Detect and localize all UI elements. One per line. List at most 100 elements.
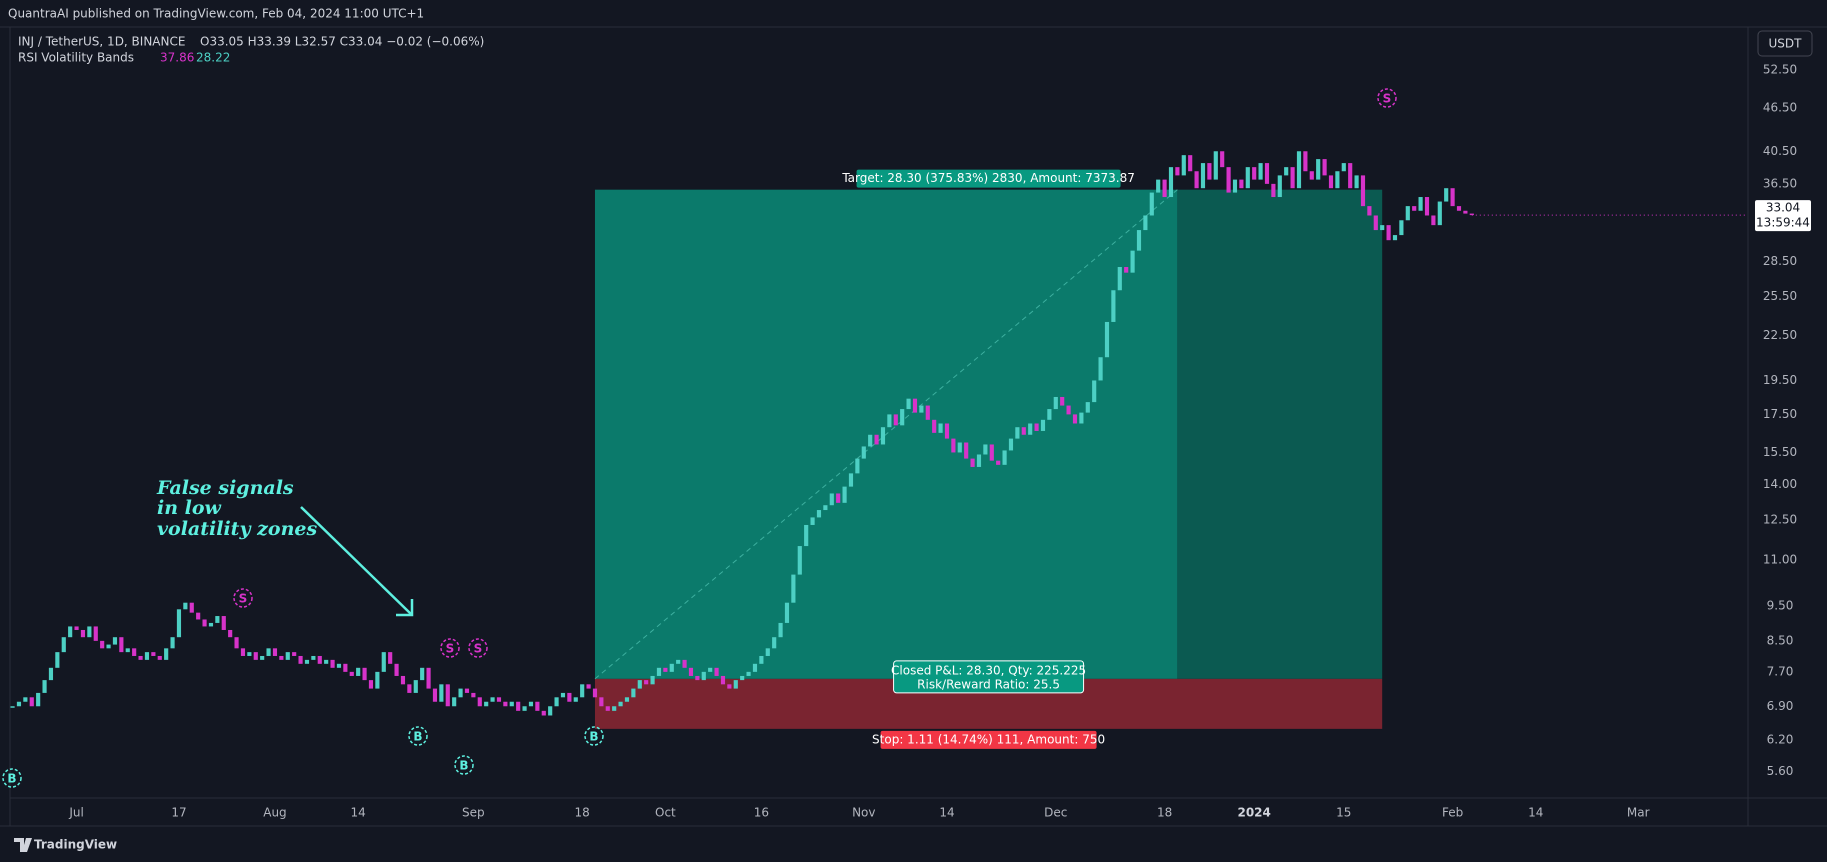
candle-body xyxy=(509,701,514,707)
signal-ring xyxy=(440,638,460,658)
candle-body xyxy=(1469,213,1474,216)
candle-body xyxy=(727,684,732,689)
candle-body xyxy=(957,442,962,453)
candle-body xyxy=(810,517,815,525)
candle-body xyxy=(944,423,950,439)
candle-body xyxy=(317,655,322,664)
candle-body xyxy=(42,680,47,693)
y-tick-label: 40.50 xyxy=(1763,144,1797,158)
candle-body xyxy=(1252,167,1257,180)
candle-body xyxy=(362,667,367,681)
candle-body xyxy=(1200,163,1206,189)
candle-body xyxy=(1136,230,1142,251)
candle-body xyxy=(695,675,700,681)
candle-body xyxy=(1290,167,1295,189)
candle-body xyxy=(336,663,342,668)
currency[interactable]: USDT xyxy=(1769,37,1803,51)
x-tick-label: Dec xyxy=(1044,806,1067,820)
candle-body xyxy=(720,675,726,685)
candle-body xyxy=(1188,155,1193,172)
candle-body xyxy=(1072,414,1078,424)
candle-body xyxy=(746,671,751,676)
x-tick-label: Aug xyxy=(263,806,286,820)
y-tick-label: 11.00 xyxy=(1763,553,1797,567)
candle-body xyxy=(996,460,1001,465)
y-tick-label: 9.50 xyxy=(1767,598,1794,612)
candle-body xyxy=(650,675,655,685)
candle-body xyxy=(125,648,130,653)
candle-body xyxy=(119,637,124,653)
candle-body xyxy=(656,667,662,676)
candle-body xyxy=(23,697,28,702)
annotation-line: in low xyxy=(157,497,222,519)
candle-body xyxy=(1303,151,1308,172)
y-tick-label: 28.50 xyxy=(1763,254,1797,268)
candle-body xyxy=(1149,192,1154,216)
candle-body xyxy=(253,652,258,660)
candle-body xyxy=(1168,167,1174,198)
y-tick-label: 6.20 xyxy=(1767,732,1794,746)
candle-body xyxy=(343,663,348,672)
candle-body xyxy=(1079,412,1084,424)
candle-body xyxy=(202,619,207,627)
candle-body xyxy=(452,697,457,707)
candle-body xyxy=(1066,405,1071,415)
x-tick-label: 2024 xyxy=(1237,806,1270,820)
candle-body xyxy=(938,423,943,433)
candle-body xyxy=(1008,438,1014,451)
candle-body xyxy=(132,648,137,656)
candle-body xyxy=(983,444,988,455)
y-tick-label: 12.50 xyxy=(1763,512,1797,526)
price-tag xyxy=(1755,200,1811,232)
annotation-arrow xyxy=(300,506,413,616)
candle-body xyxy=(100,640,105,649)
candle-body xyxy=(298,655,303,664)
candle-body xyxy=(637,680,642,689)
candle-body xyxy=(842,486,847,503)
candle-body xyxy=(16,701,22,707)
candle-body xyxy=(464,688,470,693)
signal-label: S xyxy=(239,592,248,606)
candle-body xyxy=(1316,159,1321,180)
candle-body xyxy=(618,701,623,707)
pnl-label-box xyxy=(893,660,1085,694)
x-tick-label: 18 xyxy=(575,806,590,820)
x-tick-label: 16 xyxy=(754,806,769,820)
ohlc: O33.05 H33.39 L32.57 C33.04 −0.02 (−0.06… xyxy=(200,35,484,49)
candle-body xyxy=(522,706,527,711)
candle-body xyxy=(112,637,118,645)
candle-body xyxy=(1322,159,1327,176)
y-tick-label: 15.50 xyxy=(1763,445,1797,459)
candle-body xyxy=(765,648,770,656)
candle-body xyxy=(1034,423,1039,431)
candle-body xyxy=(560,692,566,698)
currency-button[interactable] xyxy=(1757,30,1813,57)
candle-body xyxy=(848,473,854,487)
candle-body xyxy=(631,688,636,698)
candle-body xyxy=(1245,167,1250,189)
candle-body xyxy=(260,655,265,660)
candle-body xyxy=(445,684,450,707)
candle-body xyxy=(816,510,822,518)
candle-body xyxy=(804,524,809,547)
signal-ring xyxy=(408,726,428,746)
y-tick-label: 7.70 xyxy=(1767,664,1794,678)
candle-body xyxy=(240,648,246,656)
candle-body xyxy=(599,697,604,707)
candle-body xyxy=(458,688,463,698)
candle-body xyxy=(394,663,399,676)
candle-body xyxy=(1431,215,1436,226)
candle-body xyxy=(1424,197,1430,216)
candle-body xyxy=(356,667,361,676)
x-tick-label: Jul xyxy=(68,806,83,820)
candle-body xyxy=(400,675,406,685)
candle-body xyxy=(586,684,591,689)
candle-body xyxy=(247,652,252,656)
footer-brand: TradingView xyxy=(34,838,117,852)
indicator-upper: 37.86 xyxy=(160,51,194,65)
signal-ring xyxy=(468,638,488,658)
candle-body xyxy=(1175,167,1180,176)
candle-body xyxy=(164,648,169,660)
candle-body xyxy=(708,667,713,672)
